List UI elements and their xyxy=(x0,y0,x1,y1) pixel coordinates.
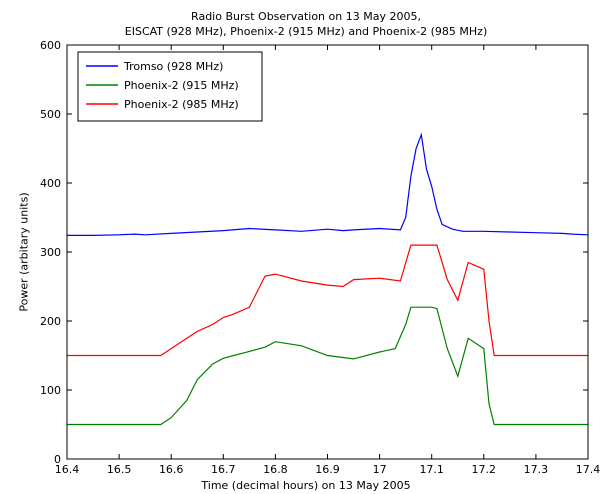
legend-box xyxy=(77,51,263,122)
series-layer xyxy=(67,132,589,426)
x-tick-label: 16.6 xyxy=(159,463,184,476)
legend-label-1: Tromso (928 MHz) xyxy=(123,60,223,73)
x-tick-label: 16.5 xyxy=(107,463,132,476)
legend-label-2: Phoenix-2 (915 MHz) xyxy=(124,79,239,92)
y-tick-label: 400 xyxy=(40,177,61,190)
x-tick-label: 16.8 xyxy=(263,463,288,476)
y-tick-label: 500 xyxy=(40,108,61,121)
x-ticks: 16.4 16.5 16.6 16.7 16.8 16.9 17 17.1 17.2 17.3 17… xyxy=(55,45,601,476)
y-ticks: 0 100 200 300 400 500 600 xyxy=(40,39,588,466)
y-tick-label: 0 xyxy=(54,453,61,466)
series-line-1 xyxy=(67,132,589,236)
series-line-3 xyxy=(67,244,588,357)
y-tick-label: 100 xyxy=(40,384,61,397)
chart-title-line-1: Radio Burst Observation on 13 May 2005, xyxy=(191,10,421,23)
x-tick-label: 17.1 xyxy=(419,463,444,476)
x-tick-label: 17.3 xyxy=(524,463,549,476)
x-tick-label: 16.4 xyxy=(55,463,80,476)
series-line-2 xyxy=(67,306,588,426)
y-tick-label: 200 xyxy=(40,315,61,328)
x-tick-label: 16.7 xyxy=(211,463,236,476)
y-tick-label: 600 xyxy=(40,39,61,52)
legend: Tromso (928 MHz) Phoenix-2 (915 MHz) Phoen… xyxy=(77,51,263,122)
y-tick-label: 300 xyxy=(40,246,61,259)
legend-label-3: Phoenix-2 (985 MHz) xyxy=(124,98,239,111)
x-tick-label: 16.9 xyxy=(315,463,340,476)
y-axis-label: Power (arbitary units) xyxy=(17,192,31,312)
x-tick-label: 17.2 xyxy=(472,463,497,476)
x-axis-label: Time (decimal hours) on 13 May 2005 xyxy=(201,479,411,492)
x-tick-label: 17 xyxy=(373,463,387,476)
chart-title-line-2: EISCAT (928 MHz), Phoenix-2 (915 MHz) an… xyxy=(124,25,488,38)
x-tick-label: 17.4 xyxy=(576,463,601,476)
